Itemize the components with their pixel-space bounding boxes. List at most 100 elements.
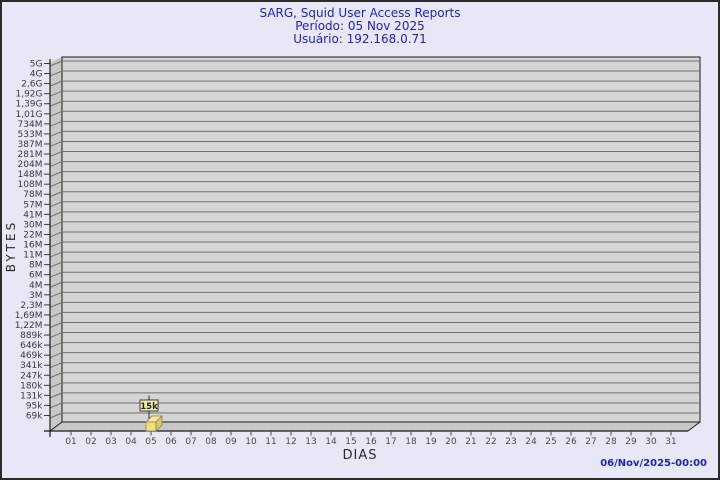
x-tick-label: 20: [445, 437, 457, 447]
x-tick-label: 09: [225, 437, 237, 447]
wall-diagonal: [49, 231, 63, 238]
x-tick-label: 30: [645, 437, 657, 447]
wall-diagonal: [49, 251, 63, 258]
x-tick-label: 02: [85, 437, 96, 447]
y-tick-label: 1,39G: [15, 100, 42, 110]
wall-diagonal: [49, 151, 63, 157]
wall-diagonal: [49, 311, 63, 318]
y-tick-label: 11M: [23, 251, 42, 261]
y-tick-label: 95k: [26, 401, 43, 411]
y-tick-label: 30M: [23, 220, 42, 230]
wall-diagonal: [49, 402, 63, 409]
y-tick-label: 2,3M: [20, 301, 42, 311]
wall-diagonal: [49, 110, 63, 117]
wall-diagonal: [49, 181, 63, 188]
x-tick-label: 05: [145, 437, 156, 447]
wall-diagonal: [49, 140, 63, 147]
y-tick-label: 69k: [26, 412, 43, 422]
x-tick-label: 31: [665, 437, 676, 447]
x-tick-label: 23: [505, 437, 516, 447]
x-tick-label: 08: [205, 437, 217, 447]
wall-diagonal: [49, 241, 63, 248]
x-tick-label: 10: [245, 437, 257, 447]
y-tick-label: 22M: [23, 230, 42, 240]
x-tick-label: 11: [265, 437, 276, 447]
x-tick-label: 07: [185, 437, 196, 447]
generation-timestamp: 06/Nov/2025-00:00: [600, 458, 707, 469]
y-tick-label: 387M: [18, 140, 43, 150]
wall-diagonal: [49, 271, 63, 278]
x-tick-label: 17: [385, 437, 396, 447]
wall-diagonal: [49, 301, 63, 308]
x-tick-label: 12: [285, 437, 296, 447]
wall-diagonal: [49, 261, 63, 268]
wall-diagonal: [49, 372, 63, 379]
wall-diagonal: [49, 120, 63, 127]
y-tick-label: 1,92G: [15, 90, 42, 100]
x-tick-label: 25: [545, 437, 556, 447]
wall-diagonal: [49, 332, 63, 339]
data-bar-day-05: [145, 421, 157, 432]
y-tick-label: 108M: [18, 180, 43, 190]
x-tick-label: 13: [305, 437, 316, 447]
wall-diagonal: [49, 382, 63, 389]
y-tick-label: 148M: [18, 170, 43, 180]
x-axis-title: DIAS: [342, 448, 378, 463]
report-user: Usuário: 192.168.0.71: [293, 32, 427, 46]
report-header: SARG, Squid User Access Reports Período:…: [2, 7, 718, 46]
x-tick-label: 22: [485, 437, 496, 447]
y-tick-label: 1,01G: [15, 110, 42, 120]
floor-left-edge: [49, 421, 63, 432]
y-tick-label: 469k: [20, 351, 43, 361]
y-tick-label: 533M: [18, 130, 43, 140]
wall-diagonal: [49, 60, 63, 67]
wall-diagonal: [49, 221, 63, 228]
x-tick-label: 15: [345, 437, 356, 447]
report-period: Período: 05 Nov 2025: [295, 19, 425, 33]
wall-diagonal: [49, 80, 63, 87]
y-tick-label: 1,22M: [15, 321, 43, 331]
wall-diagonal: [49, 412, 63, 419]
y-tick-label: 6M: [29, 271, 43, 281]
value-tooltip: [139, 399, 159, 412]
x-tick-label: 29: [625, 437, 637, 447]
x-tick-label: 18: [405, 437, 417, 447]
wall-diagonal: [49, 70, 63, 77]
wall-diagonal: [49, 352, 63, 359]
wall-diagonal: [49, 201, 63, 208]
y-tick-label: 180k: [20, 381, 43, 391]
y-tick-label: 4M: [29, 281, 43, 291]
y-tick-label: 889k: [20, 331, 43, 341]
y-tick-label: 734M: [18, 120, 43, 130]
y-tick-label: 57M: [23, 200, 42, 210]
x-tick-label: 28: [605, 437, 617, 447]
x-tick-label: 03: [105, 437, 116, 447]
wall-diagonal: [49, 130, 63, 137]
y-tick-label: 1,69M: [15, 311, 43, 321]
x-tick-label: 04: [125, 437, 137, 447]
wall-diagonal: [49, 161, 63, 168]
y-tick-label: 204M: [18, 160, 43, 170]
wall-diagonal: [49, 392, 63, 399]
y-tick-label: 2,6G: [21, 80, 42, 90]
floor-right-edge: [687, 421, 701, 432]
y-tick-label: 16M: [23, 241, 42, 251]
y-tick-label: 78M: [23, 190, 42, 200]
y-tick-label: 646k: [20, 341, 43, 351]
x-tick-label: 16: [365, 437, 377, 447]
x-tick-label: 24: [525, 437, 537, 447]
wall-diagonal: [49, 291, 63, 298]
y-tick-label: 281M: [18, 150, 43, 160]
y-tick-label: 131k: [20, 391, 43, 401]
y-tick-label: 8M: [29, 261, 43, 271]
wall-diagonal: [49, 362, 63, 369]
y-tick-label: 341k: [20, 361, 43, 371]
wall-diagonal: [49, 211, 63, 218]
wall-diagonal: [49, 100, 63, 107]
wall-diagonal: [49, 322, 63, 328]
y-tick-label: 41M: [23, 210, 42, 220]
y-tick-label: 4G: [30, 70, 43, 80]
x-tick-label: 14: [325, 437, 337, 447]
wall-diagonal: [49, 90, 63, 97]
